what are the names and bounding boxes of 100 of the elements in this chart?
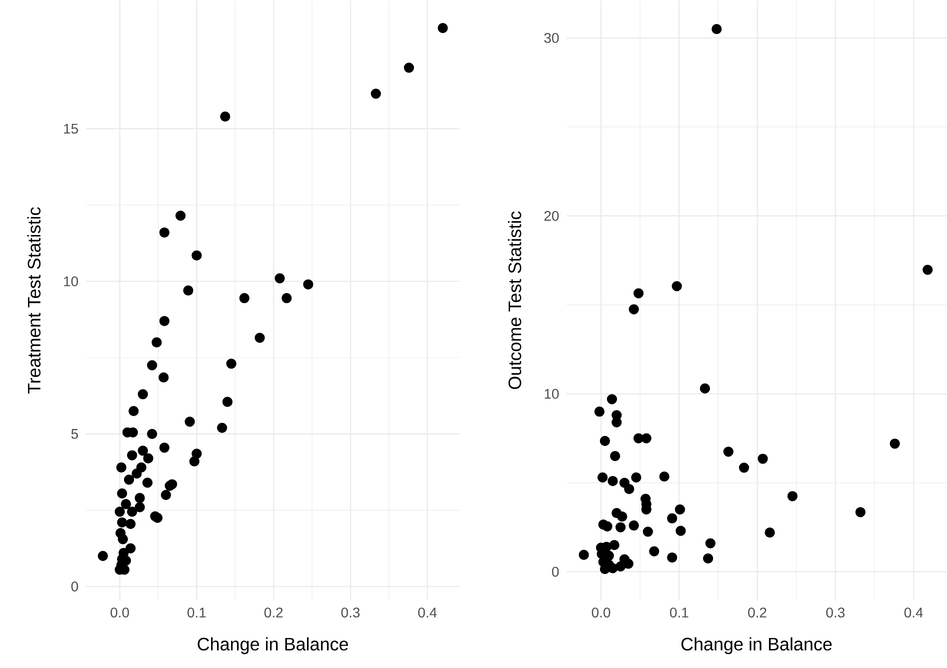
- x-tick-label: 0.3: [341, 608, 360, 618]
- point: [712, 24, 722, 34]
- point: [159, 442, 170, 453]
- point: [127, 506, 138, 517]
- point: [159, 227, 170, 238]
- point: [98, 550, 108, 561]
- x-tick-label: 0.2: [748, 608, 766, 618]
- point: [282, 292, 292, 304]
- point: [134, 502, 145, 512]
- x-tick-label: 0.1: [670, 608, 688, 618]
- point: [641, 433, 652, 444]
- point: [674, 504, 686, 514]
- point: [222, 396, 233, 407]
- point: [667, 513, 678, 524]
- point: [117, 488, 128, 498]
- x-tick-label: 0.0: [110, 608, 129, 618]
- point: [642, 526, 653, 537]
- y-tick-label: 5: [71, 428, 78, 439]
- point: [633, 288, 644, 298]
- point: [147, 360, 158, 370]
- point: [117, 517, 128, 528]
- point: [598, 472, 608, 482]
- point: [143, 453, 154, 464]
- y-tick-label: 10: [64, 276, 78, 286]
- y-axis-title: Treatment Test Statistic: [27, 207, 41, 394]
- point: [175, 210, 186, 221]
- point: [217, 422, 228, 433]
- x-tick-label: 0.1: [188, 608, 206, 618]
- y-tick-label: 0: [552, 566, 559, 577]
- y-tick-label: 20: [544, 210, 559, 221]
- point: [922, 264, 933, 275]
- x-axis-title: Change in Balance: [198, 637, 348, 654]
- point: [890, 438, 900, 449]
- point: [114, 506, 125, 517]
- point: [676, 526, 686, 536]
- point: [615, 561, 626, 572]
- point: [606, 394, 618, 404]
- point: [147, 428, 158, 439]
- y-tick-label: 30: [544, 32, 559, 43]
- point: [615, 522, 626, 532]
- point: [254, 332, 265, 343]
- point: [189, 456, 200, 466]
- point: [855, 506, 866, 518]
- point: [609, 540, 620, 550]
- point: [787, 490, 798, 502]
- point: [578, 550, 589, 560]
- point: [159, 316, 170, 326]
- point: [631, 472, 642, 482]
- point: [764, 527, 775, 538]
- point: [723, 446, 734, 457]
- point: [183, 285, 194, 296]
- x-axis-title: Change in Balance: [681, 637, 832, 654]
- point: [610, 450, 620, 462]
- point: [239, 292, 250, 304]
- point: [134, 492, 145, 503]
- point: [703, 553, 714, 564]
- y-tick-label: 10: [544, 388, 559, 399]
- point: [628, 304, 639, 314]
- point: [303, 279, 314, 290]
- x-tick-label: 0.2: [264, 608, 283, 618]
- point: [158, 372, 169, 382]
- point: [164, 480, 175, 491]
- point: [152, 337, 162, 348]
- point: [438, 22, 448, 34]
- point: [672, 281, 682, 292]
- x-tick-label: 0.4: [904, 608, 923, 618]
- point: [192, 250, 202, 260]
- point: [274, 273, 285, 284]
- point: [667, 552, 678, 563]
- point: [700, 383, 710, 394]
- point: [226, 358, 236, 369]
- point: [132, 468, 142, 479]
- point: [600, 436, 610, 446]
- point: [138, 446, 148, 456]
- point: [612, 417, 622, 428]
- point: [125, 543, 136, 554]
- y-tick-label: 15: [64, 124, 78, 134]
- point: [594, 406, 605, 417]
- point: [220, 111, 230, 122]
- point: [738, 462, 750, 473]
- y-tick-label: 0: [71, 581, 78, 592]
- point: [116, 462, 126, 472]
- x-tick-label: 0.3: [826, 608, 845, 618]
- point: [659, 471, 670, 482]
- point: [184, 416, 195, 427]
- point: [404, 62, 414, 73]
- x-tick-label: 0.0: [592, 608, 610, 618]
- x-tick-label: 0.4: [418, 608, 437, 618]
- point: [705, 538, 716, 548]
- point: [758, 454, 768, 464]
- point: [128, 406, 139, 416]
- point: [124, 474, 134, 485]
- point: [120, 498, 132, 510]
- point: [602, 521, 612, 532]
- point: [608, 476, 618, 486]
- point: [649, 546, 660, 556]
- point: [624, 484, 634, 494]
- point: [142, 478, 153, 488]
- point: [118, 534, 128, 544]
- point: [370, 88, 381, 99]
